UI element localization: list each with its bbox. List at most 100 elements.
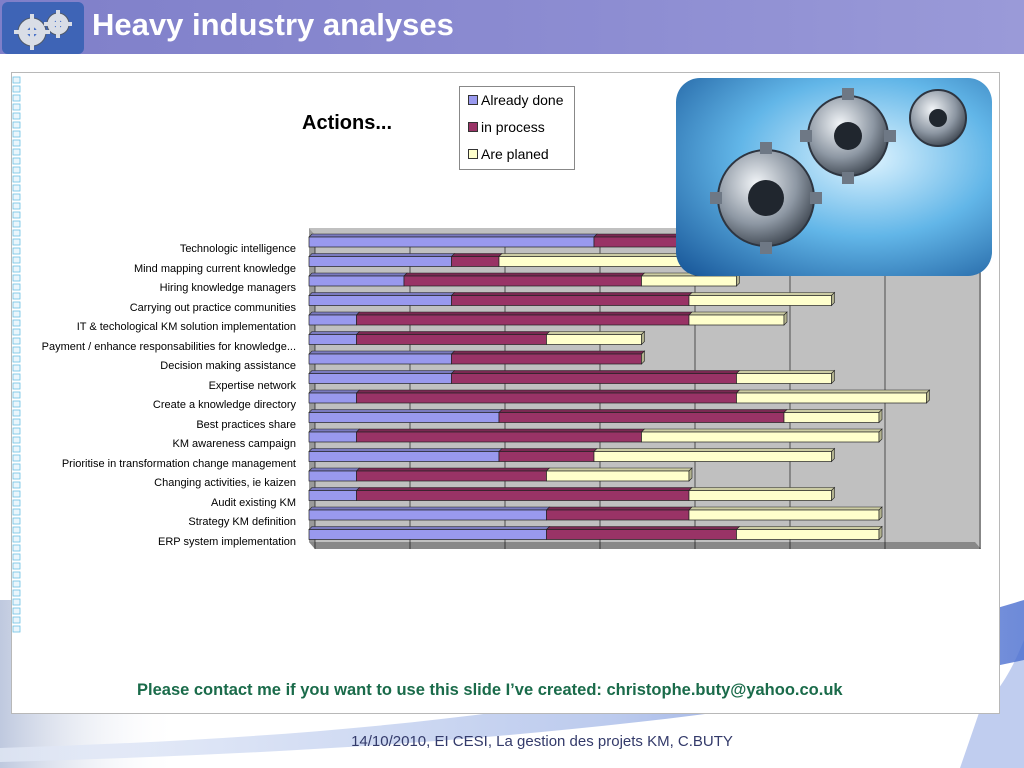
bar-top [308, 292, 456, 296]
legend-label: Are planed [481, 146, 549, 162]
ruler-tick [12, 445, 21, 453]
bar-end [831, 369, 835, 385]
bar-top [450, 350, 646, 355]
ruler-tick [12, 130, 21, 138]
bar-segment [451, 295, 690, 306]
ruler-tick [12, 247, 21, 255]
ruler-tick [12, 256, 21, 264]
bar-top [355, 487, 693, 491]
bar-top [498, 409, 788, 413]
bar-end [831, 486, 835, 502]
bar-top [640, 428, 883, 433]
ruler-tick [12, 508, 21, 516]
bar-top [498, 253, 693, 257]
bar-segment [308, 509, 547, 521]
ruler-tick [12, 553, 21, 561]
ruler-tick [12, 166, 21, 174]
bar-top [688, 506, 883, 511]
bar-segment [308, 470, 357, 482]
gears-photo-icon [676, 78, 992, 276]
ruler-tick [12, 472, 21, 480]
chart-bars [308, 233, 931, 541]
bar-top [308, 448, 503, 452]
bar-end [831, 447, 835, 463]
bar-segment [641, 431, 880, 443]
header-bar: Heavy industry analyses [0, 0, 1024, 54]
bar-segment [356, 431, 642, 443]
bar-segment [593, 451, 832, 462]
bar-top [735, 370, 836, 374]
bar-top [308, 467, 361, 472]
bar-top [783, 409, 883, 413]
bar-segment [688, 509, 880, 521]
bar-segment [498, 256, 690, 267]
bar-top [545, 331, 646, 335]
ruler-tick [12, 157, 21, 165]
chart-panel [11, 72, 1000, 714]
ruler-tick [12, 436, 21, 444]
ruler-tick [12, 607, 21, 615]
page-title: Heavy industry analyses [92, 7, 454, 42]
bar-top [308, 526, 551, 530]
ruler-tick [12, 139, 21, 147]
bar-segment [546, 529, 737, 540]
ruler-tick [12, 337, 21, 345]
ruler-tick [12, 121, 21, 129]
ruler-tick [12, 202, 21, 210]
ruler-tick [12, 283, 21, 291]
bar-segment [498, 412, 785, 423]
ruler-tick [12, 148, 21, 156]
bar-top [308, 350, 456, 355]
ruler-tick [12, 301, 21, 309]
bar-end [878, 506, 883, 521]
bar-top [308, 311, 361, 316]
bar-segment [308, 256, 452, 267]
ruler-tick [12, 580, 21, 588]
bar-top [545, 506, 693, 511]
ruler-tick [12, 355, 21, 363]
bar-end [878, 408, 883, 424]
legend-swatch-are-planed [468, 149, 478, 159]
ruler-tick [12, 184, 21, 192]
bar-segment [308, 353, 452, 365]
bar-end [926, 389, 930, 404]
ruler-tick [12, 544, 21, 552]
ruler-tick [12, 454, 21, 462]
bar-top [450, 292, 693, 296]
bar-end [641, 330, 645, 346]
category-label: IT & techological KM solution implementa… [76, 321, 296, 333]
bar-segment [308, 236, 595, 248]
category-label: Create a knowledge directory [152, 399, 296, 411]
bar-segment [308, 373, 452, 384]
bar-end [783, 311, 788, 326]
bar-top [308, 272, 408, 277]
bar-top [498, 448, 598, 452]
bar-segment [308, 314, 357, 326]
ruler-tick [12, 274, 21, 282]
ruler-tick [12, 373, 21, 381]
ruler-tick [12, 211, 21, 219]
bar-segment [688, 295, 832, 306]
bar-segment [736, 373, 832, 384]
ruler-decoration [12, 76, 21, 633]
ruler-tick [12, 535, 21, 543]
bar-segment [546, 334, 642, 345]
legend-item-are-planed: Are planed [468, 146, 549, 162]
ruler-tick [12, 562, 21, 570]
ruler-tick [12, 292, 21, 300]
bar-segment [688, 490, 832, 501]
category-label: Best practices share [196, 419, 296, 431]
bar-segment [308, 392, 357, 404]
ruler-tick [12, 391, 21, 399]
ruler-tick [12, 418, 21, 426]
bar-segment [308, 334, 357, 345]
category-label: Technologic intelligence [179, 243, 296, 255]
category-label: Hiring knowledge managers [159, 282, 296, 294]
category-label: Decision making assistance [160, 360, 296, 372]
bar-top [688, 487, 836, 491]
bar-segment [308, 412, 500, 423]
bar-top [308, 253, 456, 257]
bar-segment [308, 529, 547, 540]
bar-top [355, 311, 693, 316]
ruler-tick [12, 319, 21, 327]
